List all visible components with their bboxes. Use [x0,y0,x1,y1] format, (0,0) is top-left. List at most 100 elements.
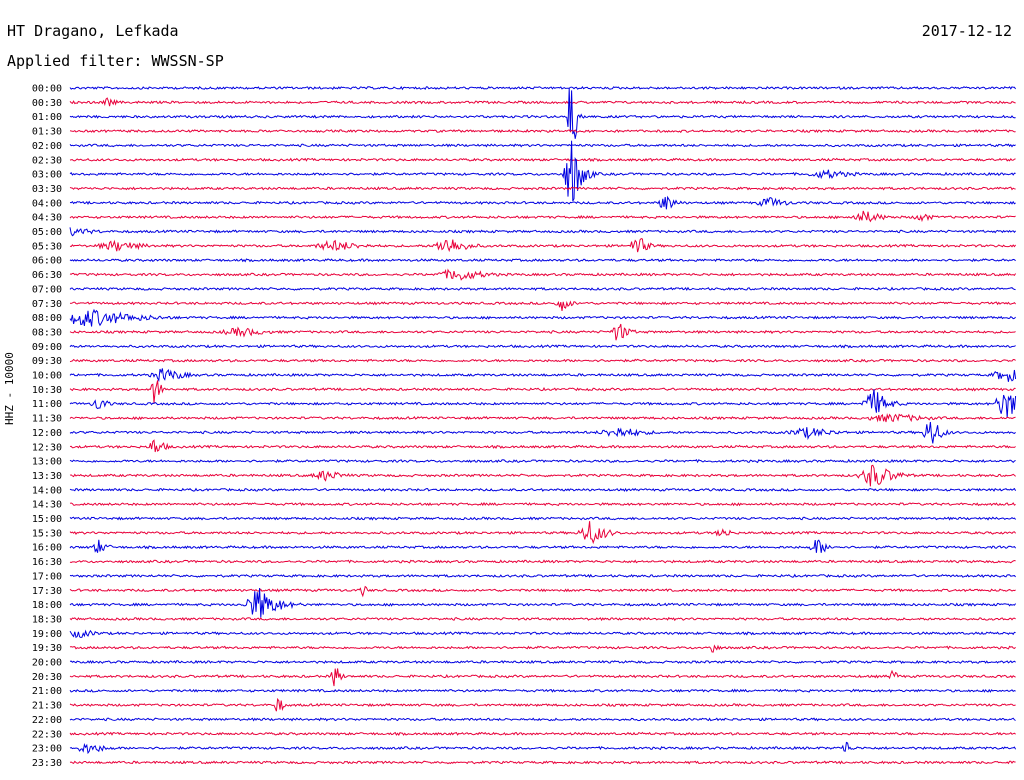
time-label-0700: 07:00 [32,284,62,295]
time-label-0230: 02:30 [32,155,62,166]
time-label-0830: 08:30 [32,327,62,338]
record-date: 2017-12-12 [921,22,1012,40]
trace-1300 [69,458,1016,464]
time-label-1600: 16:00 [32,543,62,554]
trace-0200 [69,143,1016,148]
time-label-1930: 19:30 [32,643,62,654]
time-label-0130: 01:30 [32,127,62,138]
time-label-0930: 09:30 [32,356,62,367]
trace-1030 [69,380,1016,404]
time-label-1700: 17:00 [32,571,62,582]
trace-1500 [69,516,1016,521]
trace-1830 [69,616,1016,622]
trace-2030 [69,668,1016,687]
trace-1430 [69,501,1016,507]
trace-2130 [69,697,1016,712]
trace-0900 [69,344,1016,349]
trace-1730 [69,585,1016,598]
trace-1800 [69,587,1016,618]
trace-2330 [69,760,1016,765]
time-label-0030: 00:30 [32,98,62,109]
trace-0630 [69,268,1017,281]
trace-2000 [69,659,1016,664]
time-label-0900: 09:00 [32,342,62,353]
trace-2300 [69,741,1017,755]
trace-0930 [69,358,1016,363]
time-label-1430: 14:30 [32,500,62,511]
trace-1330 [69,464,1016,487]
trace-0730 [69,300,1016,311]
trace-1400 [69,487,1017,492]
trace-0030 [69,97,1016,107]
trace-1100 [69,389,1017,418]
time-label-1730: 17:30 [32,586,62,597]
time-label-1330: 13:30 [32,471,62,482]
time-label-0730: 07:30 [32,299,62,310]
trace-0100 [69,88,1016,139]
trace-0830 [69,323,1016,341]
trace-0700 [69,286,1016,292]
time-label-2100: 21:00 [32,686,62,697]
time-label-2330: 23:30 [32,758,62,769]
trace-1930 [69,644,1016,653]
time-label-1230: 12:30 [32,442,62,453]
time-label-0100: 01:00 [32,112,62,123]
time-label-1400: 14:00 [32,485,62,496]
trace-1200 [69,421,1016,444]
time-label-0000: 00:00 [32,84,62,95]
time-label-0400: 04:00 [32,198,62,209]
time-label-0800: 08:00 [32,313,62,324]
time-label-1900: 19:00 [32,629,62,640]
trace-2230 [69,731,1016,736]
time-label-0300: 03:00 [32,170,62,181]
time-label-2300: 23:00 [32,744,62,755]
time-label-0330: 03:30 [32,184,62,195]
trace-0230 [69,157,1016,162]
time-label-1800: 18:00 [32,600,62,611]
time-label-2030: 20:30 [32,672,62,683]
time-label-0200: 02:00 [32,141,62,152]
time-label-0630: 06:30 [32,270,62,281]
time-label-2200: 22:00 [32,715,62,726]
time-label-1130: 11:30 [32,414,62,425]
trace-1230 [69,439,1016,453]
time-label-0530: 05:30 [32,241,62,252]
trace-1000 [69,368,1017,382]
time-label-0430: 04:30 [32,213,62,224]
time-label-1200: 12:00 [32,428,62,439]
time-label-1300: 13:00 [32,457,62,468]
time-label-2230: 22:30 [32,729,62,740]
trace-0600 [69,258,1016,263]
time-label-0600: 06:00 [32,256,62,267]
filter-subtitle: Applied filter: WWSSN-SP [7,52,224,70]
trace-1900 [69,629,1016,639]
trace-1530 [69,521,1016,545]
time-label-1000: 10:00 [32,371,62,382]
time-label-1530: 15:30 [32,528,62,539]
time-label-1500: 15:00 [32,514,62,525]
trace-0400 [69,195,1016,210]
traces [69,85,1017,765]
trace-0000 [69,85,1016,91]
trace-2100 [69,688,1016,693]
time-label-1030: 10:30 [32,385,62,396]
time-label-2130: 21:30 [32,701,62,712]
trace-0300 [69,140,1016,202]
trace-0430 [69,210,1016,223]
time-labels: 00:00 00:30 01:00 01:30 02:00 02:30 03:00 03:30… [32,84,62,769]
trace-2200 [69,717,1016,722]
time-label-1100: 11:00 [32,399,62,410]
trace-0130 [69,128,1016,134]
time-label-2000: 20:00 [32,658,62,669]
trace-1630 [69,559,1016,564]
trace-0800 [69,308,1016,327]
trace-0500 [69,227,1016,237]
time-label-1630: 16:30 [32,557,62,568]
trace-1700 [69,573,1016,579]
time-label-1830: 18:30 [32,614,62,625]
trace-1130 [69,413,1016,423]
trace-0530 [69,238,1017,253]
trace-1600 [69,539,1016,553]
time-label-0500: 05:00 [32,227,62,238]
